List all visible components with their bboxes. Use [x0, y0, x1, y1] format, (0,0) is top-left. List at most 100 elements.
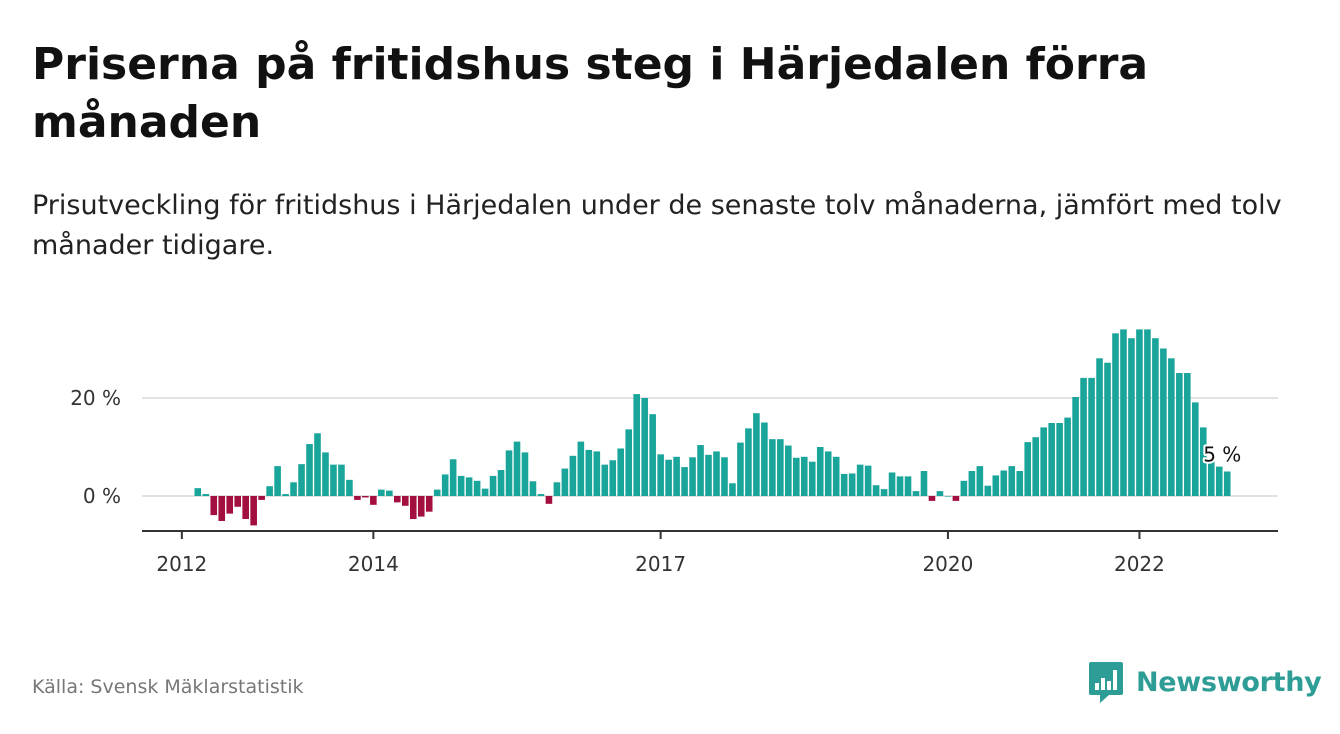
- bar: [1016, 471, 1024, 496]
- bars: [194, 329, 1231, 526]
- bar: [1120, 329, 1127, 496]
- bar: [1176, 373, 1183, 496]
- bar: [1032, 437, 1039, 496]
- bar: [1207, 461, 1215, 496]
- bar: [433, 489, 441, 496]
- bar: [721, 457, 728, 496]
- chart-subtitle: Prisutveckling för fritidshus i Härjedal…: [32, 190, 1282, 261]
- bar: [625, 429, 633, 496]
- x-tick-label: 2020: [922, 552, 973, 576]
- bar: [753, 413, 760, 496]
- bar: [386, 490, 393, 496]
- bar: [737, 442, 744, 496]
- bar: [409, 496, 417, 520]
- bar: [856, 464, 864, 496]
- x-tick-label: 2014: [348, 552, 399, 576]
- bar: [641, 398, 648, 496]
- newsworthy-logo-icon: [1089, 662, 1123, 703]
- bar: [729, 483, 736, 496]
- bar: [306, 444, 313, 496]
- bar: [1096, 358, 1103, 496]
- bar: [880, 489, 888, 496]
- bar: [609, 460, 617, 496]
- bar: [1112, 333, 1119, 496]
- bar: [529, 481, 537, 496]
- bar: [354, 496, 361, 500]
- bar: [1008, 466, 1016, 496]
- bar: [1048, 422, 1055, 496]
- bar: [960, 480, 968, 496]
- bar: [633, 394, 640, 496]
- bar: [394, 496, 401, 503]
- bar: [378, 489, 385, 496]
- bar: [617, 448, 625, 496]
- bar: [274, 466, 281, 496]
- bar: [992, 475, 1000, 496]
- bar: [521, 452, 529, 496]
- bar: [785, 445, 792, 496]
- labels: 0 % 20 % 2012 2014 2017 2020 2022 5 %: [70, 386, 1243, 576]
- bar: [362, 496, 369, 498]
- bar: [242, 496, 249, 520]
- bar: [673, 456, 680, 496]
- bar: [896, 476, 904, 496]
- brand-logo: Newsworthy: [1088, 660, 1322, 704]
- bar: [769, 439, 776, 496]
- bar: [282, 494, 289, 496]
- bar: [258, 496, 265, 500]
- bar: [888, 472, 896, 496]
- bar-chart: 0 % 20 % 2012 2014 2017 2020 2022 5 %: [70, 329, 1278, 576]
- bar: [601, 464, 609, 496]
- bar: [681, 467, 688, 496]
- bar: [330, 464, 337, 496]
- bar: [761, 422, 768, 496]
- bar: [1000, 470, 1008, 496]
- bar: [465, 477, 473, 496]
- bar: [370, 496, 377, 505]
- bar: [338, 464, 345, 496]
- bar: [944, 496, 952, 497]
- bar: [425, 496, 433, 512]
- bar: [346, 479, 353, 496]
- bar: [745, 428, 752, 496]
- bar: [1040, 427, 1047, 496]
- bar: [1024, 442, 1032, 496]
- bar: [226, 496, 234, 514]
- bar: [872, 485, 880, 496]
- bar: [1184, 373, 1191, 496]
- bar: [968, 471, 976, 496]
- bar: [649, 414, 656, 496]
- bar: [1128, 338, 1135, 496]
- bar: [800, 456, 808, 496]
- bar: [832, 456, 840, 496]
- bar: [840, 473, 848, 496]
- bar: [1136, 329, 1143, 496]
- bar: [848, 473, 856, 496]
- bar: [1064, 417, 1071, 496]
- bar: [218, 496, 226, 521]
- end-value-label: 5 %: [1203, 443, 1241, 467]
- bar: [936, 491, 944, 496]
- bar: [545, 496, 553, 504]
- bar: [441, 474, 449, 496]
- bar: [250, 496, 257, 526]
- bar: [489, 475, 497, 496]
- bar: [505, 450, 513, 496]
- bar: [816, 447, 824, 496]
- bar: [298, 464, 305, 496]
- bar: [928, 496, 936, 501]
- brand-name: Newsworthy: [1136, 666, 1322, 698]
- bar: [537, 494, 545, 496]
- x-tick-label: 2017: [635, 552, 686, 576]
- bar: [234, 496, 241, 507]
- bar: [1192, 402, 1199, 496]
- bar: [920, 471, 928, 496]
- bar: [793, 457, 800, 496]
- bar: [1080, 377, 1087, 496]
- bar: [457, 475, 465, 496]
- bar: [705, 454, 712, 496]
- bar: [593, 451, 601, 496]
- bar: [401, 496, 409, 506]
- bar: [689, 457, 696, 496]
- bar: [314, 433, 321, 496]
